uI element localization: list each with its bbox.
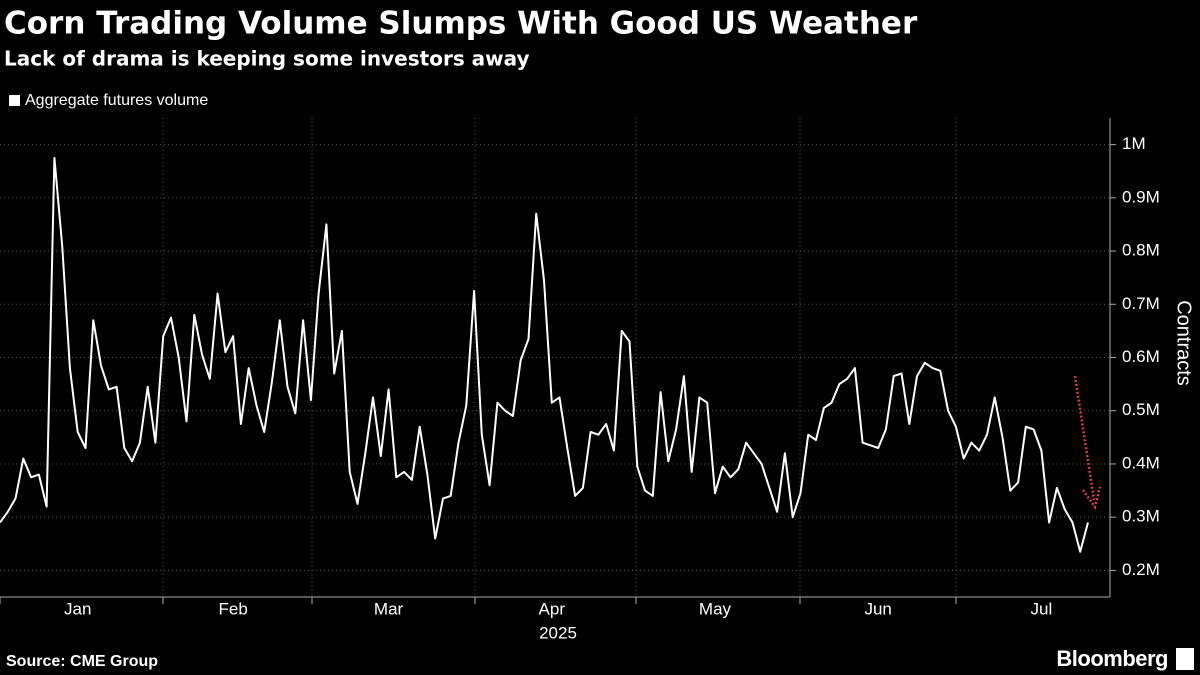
x-tick-label: Apr [539, 599, 566, 618]
line [0, 156, 1089, 553]
x-tick-label: May [699, 599, 732, 618]
y-tick-label: 0.4M [1122, 453, 1160, 472]
x-tick-label: Jan [64, 599, 91, 618]
chart-title: Corn Trading Volume Slumps With Good US … [4, 6, 918, 42]
y-tick-label: 0.6M [1122, 347, 1160, 366]
y-tick-label: 0.2M [1122, 560, 1160, 579]
month-dividers [0, 118, 957, 604]
y-axis-label: Contracts [1173, 300, 1195, 386]
y-tick-label: 0.5M [1122, 400, 1160, 419]
y-tick-label: 0.3M [1122, 507, 1160, 526]
y-tick-label: 0.9M [1122, 187, 1160, 206]
x-tick-label: Jul [1031, 599, 1053, 618]
brand-icon [1176, 648, 1194, 670]
y-tick-label: 1M [1122, 134, 1146, 153]
annotation-arrowhead [1081, 486, 1102, 510]
x-tick-label: Jun [864, 599, 891, 618]
chart-subtitle: Lack of drama is keeping some investors … [4, 47, 530, 71]
annotation-arrow [1073, 375, 1096, 501]
trend-arrow [1073, 375, 1102, 510]
y-tick-label: 0.8M [1122, 241, 1160, 260]
source: Source: CME Group [6, 653, 158, 670]
legend-swatch [9, 95, 20, 106]
x-axis-label: 2025 [539, 623, 577, 642]
brand: Bloomberg [1056, 646, 1168, 671]
x-tick-label: Mar [374, 599, 404, 618]
plot: 0.2M 0.3M 0.4M 0.5M 0.6M 0.7M 0.8M 0.9M 1M Jan Feb… [0, 134, 1160, 618]
legend-label: Aggregate futures volume [25, 92, 208, 109]
y-tick-label: 0.7M [1122, 294, 1160, 313]
x-tick-label: Feb [218, 599, 247, 618]
